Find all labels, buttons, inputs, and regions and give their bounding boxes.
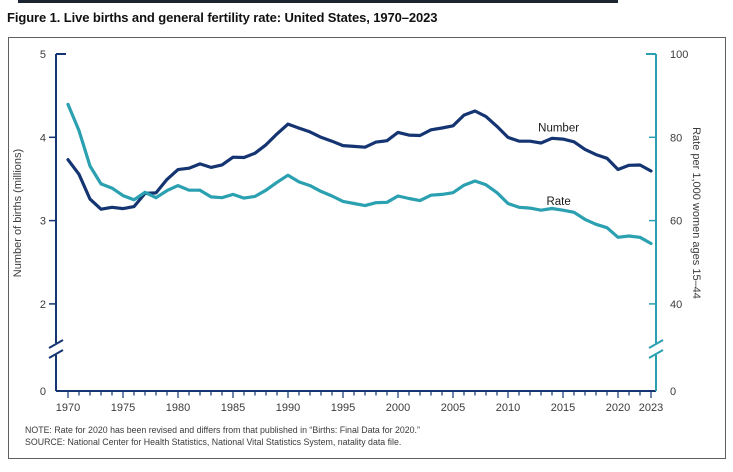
top-crop-rule	[18, 0, 618, 3]
y-tick-label: 60	[670, 216, 682, 228]
right-axis-title: Rate per 1,000 women ages 15–44	[690, 127, 702, 299]
axis-break	[648, 339, 664, 349]
x-tick-label: 1980	[166, 402, 190, 414]
x-tick-label: 1975	[111, 402, 135, 414]
chart-notes: NOTE: Rate for 2020 has been revised and…	[25, 425, 420, 448]
y-tick-label: 3	[40, 216, 46, 228]
right-axis: 100 80 60 40 0	[646, 49, 688, 398]
x-tick-label: 2005	[441, 402, 465, 414]
y-tick-label: 5	[40, 49, 46, 61]
x-tick-label: 1995	[331, 402, 355, 414]
x-tick-label: 1985	[221, 402, 245, 414]
series-label-number: Number	[538, 122, 579, 134]
rate-line	[66, 102, 653, 246]
figure-title: Figure 1. Live births and general fertil…	[7, 10, 438, 25]
chart-frame: 1970 1975 1980 1985 1990 1995 2000 2005 2010 2015…	[8, 37, 726, 459]
note-line: NOTE: Rate for 2020 has been revised and…	[25, 425, 420, 435]
x-tick-label: 1990	[276, 402, 300, 414]
y-tick-label: 100	[670, 49, 688, 61]
number-line	[66, 109, 653, 211]
left-axis: 5 4 3 2 0	[40, 49, 66, 398]
x-tick-label: 2020	[606, 402, 630, 414]
axis-break	[648, 349, 664, 359]
x-tick-label: 2023	[639, 402, 663, 414]
x-tick-label: 2000	[386, 402, 410, 414]
axis-break	[48, 339, 64, 349]
series-label-rate: Rate	[546, 196, 570, 208]
left-axis-title: Number of births (millions)	[12, 149, 24, 277]
line-chart: 1970 1975 1980 1985 1990 1995 2000 2005 2010 2015…	[12, 49, 702, 414]
y-tick-label: 2	[40, 299, 46, 311]
y-tick-label: 0	[40, 386, 46, 398]
axis-break	[48, 349, 64, 359]
y-tick-label: 40	[670, 299, 682, 311]
y-tick-label: 0	[670, 386, 676, 398]
x-tick-label: 2010	[496, 402, 520, 414]
source-line: SOURCE: National Center for Health Stati…	[25, 436, 402, 447]
x-tick-label: 1970	[56, 402, 80, 414]
x-axis: 1970 1975 1980 1985 1990 1995 2000 2005 2010 2015…	[56, 390, 663, 414]
y-tick-label: 4	[40, 132, 46, 144]
y-tick-label: 80	[670, 132, 682, 144]
x-tick-label: 2015	[551, 402, 575, 414]
